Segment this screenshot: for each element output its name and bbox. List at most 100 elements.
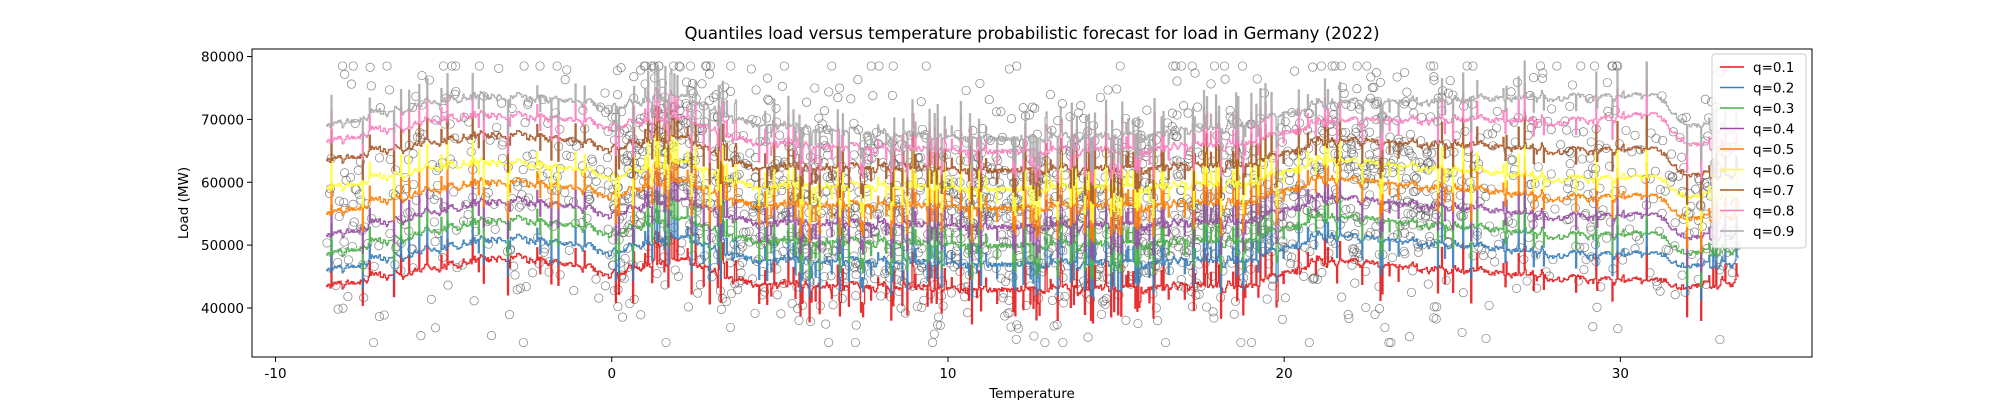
observation-point: [1605, 161, 1615, 171]
observation-point: [445, 154, 455, 164]
observation-point: [1468, 61, 1478, 71]
observation-point: [1327, 61, 1337, 71]
observation-point: [629, 72, 639, 82]
observation-point: [984, 95, 994, 105]
observation-point: [450, 89, 460, 99]
observation-point: [1462, 61, 1472, 71]
observation-point: [850, 337, 860, 348]
observation-point: [707, 232, 717, 243]
observation-point: [1100, 299, 1110, 309]
observation-point: [1700, 94, 1710, 104]
observation-point: [1431, 210, 1441, 220]
observation-point: [1179, 101, 1189, 111]
observation-point: [929, 329, 939, 339]
observation-point: [888, 61, 898, 71]
observation-point: [1043, 249, 1053, 259]
observation-point: [851, 320, 861, 330]
observation-point: [1429, 75, 1439, 85]
observation-point: [1546, 169, 1556, 179]
observation-point: [704, 96, 714, 106]
observation-point: [1457, 327, 1467, 338]
observation-point: [1101, 294, 1111, 304]
observation-point: [591, 274, 601, 284]
observation-point: [535, 61, 545, 71]
observation-point: [1552, 61, 1562, 71]
observation-point: [1441, 139, 1452, 149]
observation-point: [914, 266, 924, 276]
observation-point: [469, 296, 479, 306]
observation-point: [735, 244, 745, 255]
observation-point: [925, 289, 935, 299]
observation-point: [1051, 230, 1061, 240]
observation-point: [1246, 337, 1257, 348]
observation-point: [1367, 83, 1377, 93]
observation-point: [600, 281, 611, 291]
observation-point: [1286, 259, 1296, 269]
observation-point: [1351, 123, 1361, 134]
observation-point: [1651, 133, 1661, 143]
x-axis: -10 0 10 20 30: [265, 357, 1629, 382]
observation-point: [828, 300, 838, 310]
observation-point: [1347, 260, 1357, 270]
observation-point: [669, 61, 679, 71]
observation-point: [1526, 179, 1536, 189]
observation-point: [1003, 308, 1013, 318]
observation-point: [1405, 148, 1415, 158]
observation-point: [1236, 337, 1246, 348]
observation-point: [1727, 268, 1737, 278]
observation-point: [1429, 61, 1439, 71]
observation-point: [1531, 250, 1541, 260]
observation-point: [726, 288, 737, 299]
observation-point: [912, 301, 922, 312]
observation-point: [954, 193, 964, 203]
observation-point: [1636, 145, 1646, 155]
observation-point: [1096, 309, 1107, 319]
observation-point: [608, 235, 618, 245]
observation-point: [519, 61, 529, 71]
plot-area: [251, 48, 1813, 358]
observation-point: [675, 246, 685, 256]
observation-point: [1348, 247, 1358, 257]
observation-point: [366, 81, 376, 91]
observation-point: [1441, 275, 1451, 285]
observation-point: [961, 85, 971, 96]
observation-point: [1404, 332, 1414, 342]
observation-point: [994, 178, 1004, 188]
y-tick-label: 60000: [201, 175, 244, 191]
observation-point: [492, 122, 502, 132]
observation-point: [822, 172, 832, 182]
observation-point: [569, 286, 579, 296]
x-tick-label: -10: [265, 366, 287, 382]
observation-point: [625, 298, 635, 309]
observation-point: [520, 118, 530, 128]
observation-point: [1006, 114, 1016, 124]
observation-point: [1610, 186, 1620, 197]
observation-point: [568, 136, 578, 146]
observation-point: [1229, 309, 1239, 319]
observation-point: [1634, 235, 1644, 245]
observation-point: [896, 214, 906, 224]
observation-point: [1225, 178, 1235, 188]
observation-point: [1103, 85, 1113, 95]
observation-point: [1362, 61, 1372, 71]
observation-point: [605, 250, 615, 260]
observation-point: [339, 197, 349, 208]
observation-point: [1341, 99, 1351, 109]
observation-point: [962, 308, 973, 318]
observation-point: [887, 90, 898, 100]
legend-label: q=0.6: [1753, 163, 1794, 179]
observation-point: [348, 61, 358, 71]
observation-point: [900, 241, 910, 251]
observation-point: [916, 97, 926, 107]
observation-point: [1237, 61, 1248, 71]
observation-point: [682, 77, 692, 87]
observation-point: [1057, 99, 1067, 109]
observation-point: [706, 61, 716, 71]
observation-point: [1284, 175, 1295, 185]
observation-point: [1565, 101, 1575, 111]
observation-point: [340, 168, 350, 178]
observation-point: [1078, 173, 1088, 183]
observation-point: [1585, 153, 1595, 163]
observation-point: [1018, 103, 1028, 113]
